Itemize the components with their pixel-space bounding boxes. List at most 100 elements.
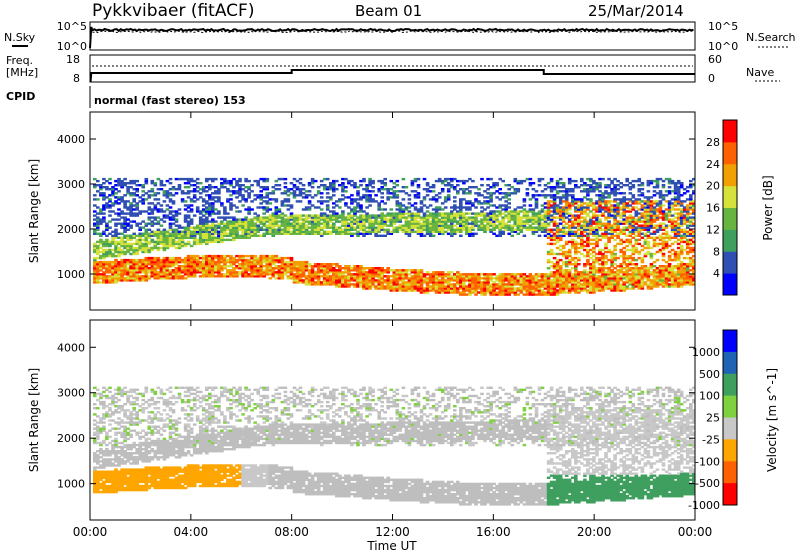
power-cell xyxy=(335,279,339,282)
power-cell xyxy=(571,224,575,227)
power-cell xyxy=(217,226,221,229)
power-cell xyxy=(543,220,548,223)
power-cell xyxy=(168,273,173,276)
power-cell xyxy=(102,220,106,223)
power-cell xyxy=(607,258,611,262)
power-cell xyxy=(525,285,530,288)
power-cell xyxy=(102,186,106,189)
power-cell xyxy=(244,258,248,262)
power-cell xyxy=(156,242,161,246)
power-cell xyxy=(404,281,409,284)
power-cell xyxy=(265,179,270,183)
power-cell xyxy=(265,196,270,199)
power-cell xyxy=(468,234,472,237)
power-cell xyxy=(616,271,620,274)
power-cell xyxy=(446,281,451,284)
power-cell xyxy=(235,226,239,229)
power-cell xyxy=(616,283,620,286)
power-cell xyxy=(571,273,575,276)
power-cell xyxy=(504,273,508,276)
power-cell xyxy=(132,250,136,254)
power-cell xyxy=(341,212,345,215)
power-cell xyxy=(102,230,106,233)
power-cell xyxy=(338,214,342,217)
power-cell xyxy=(102,263,106,266)
power-cell xyxy=(492,212,496,215)
power-cell xyxy=(138,246,142,250)
power-cell xyxy=(356,226,360,229)
power-cell xyxy=(531,289,536,292)
power-cell xyxy=(292,263,297,266)
power-cell xyxy=(271,192,276,195)
power-cell xyxy=(304,190,309,193)
power-cell xyxy=(186,240,191,244)
power-cell xyxy=(229,232,233,235)
power-cell xyxy=(368,177,372,181)
power-cell xyxy=(208,234,212,237)
power-cell xyxy=(546,293,551,296)
power-cell xyxy=(353,279,357,282)
power-cell xyxy=(446,184,451,187)
power-cell xyxy=(558,182,563,185)
power-cell xyxy=(180,226,185,229)
power-cell xyxy=(416,184,421,187)
power-cell xyxy=(271,198,276,201)
power-cell xyxy=(561,273,566,276)
power-cell xyxy=(501,224,505,227)
power-cell xyxy=(205,271,209,274)
power-cell xyxy=(259,267,263,270)
power-cell xyxy=(483,285,487,288)
power-cell xyxy=(295,218,300,221)
power-cell xyxy=(150,216,155,219)
power-cell xyxy=(132,246,136,250)
power-cell xyxy=(483,214,487,217)
power-cell xyxy=(99,250,103,254)
power-cell xyxy=(198,265,203,268)
power-cell xyxy=(537,184,542,187)
power-cell xyxy=(174,240,179,244)
power-cell xyxy=(205,238,209,242)
power-cell xyxy=(301,208,306,211)
power-cell xyxy=(365,226,369,229)
power-cell xyxy=(398,224,403,227)
power-cell xyxy=(111,273,115,276)
power-cell xyxy=(304,281,309,284)
power-cell xyxy=(156,256,161,260)
power-cell xyxy=(102,212,106,215)
power-cell xyxy=(153,230,158,233)
power-cell xyxy=(471,204,475,207)
power-cell xyxy=(144,277,149,280)
power-cell xyxy=(259,254,263,258)
power-cell xyxy=(316,281,321,284)
power-cell xyxy=(386,190,390,193)
power-cell xyxy=(235,224,239,227)
power-cell xyxy=(208,260,212,264)
power-cell xyxy=(356,218,360,221)
power-cell xyxy=(189,256,194,260)
power-cell xyxy=(571,246,575,250)
power-cell xyxy=(504,287,508,290)
power-cell xyxy=(93,256,97,260)
power-cell xyxy=(610,206,614,209)
power-cell xyxy=(474,224,478,227)
power-cell xyxy=(468,293,472,296)
power-cell xyxy=(516,277,521,280)
power-cell xyxy=(477,202,481,205)
power-cell xyxy=(365,188,369,191)
power-cell xyxy=(416,214,421,217)
power-cell xyxy=(589,252,593,256)
power-cell xyxy=(341,218,345,221)
power-cell xyxy=(214,238,218,242)
power-cell xyxy=(495,214,499,217)
power-cell xyxy=(422,279,427,282)
power-cell xyxy=(102,192,106,195)
power-cell xyxy=(446,214,451,217)
power-cell xyxy=(329,210,333,213)
nsearch-tick-bottom: 10^0 xyxy=(708,40,738,53)
power-cell xyxy=(416,279,421,282)
power-cell xyxy=(528,289,533,292)
power-cell xyxy=(159,273,164,276)
power-cell xyxy=(552,224,557,227)
power-cell xyxy=(613,188,617,191)
power-cell xyxy=(434,200,439,203)
